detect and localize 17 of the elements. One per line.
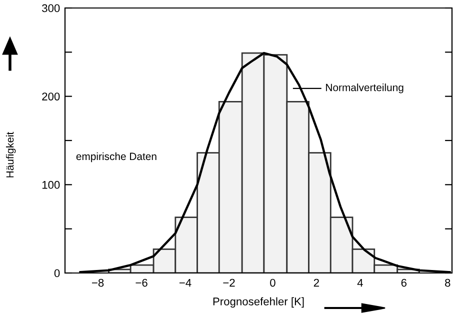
x-tick-label: 8 <box>445 278 450 287</box>
y-axis-title: Häufigkeit <box>6 132 16 178</box>
y-tick-label: 200 <box>42 92 60 100</box>
x-tick-label: 2 <box>314 278 319 287</box>
y-tick-label: 300 <box>42 4 60 12</box>
x-tick-label: −6 <box>136 278 148 287</box>
annotation: Normalverteilung <box>326 84 404 94</box>
x-tick-label: 6 <box>401 278 406 287</box>
x-tick-label: −2 <box>223 278 235 287</box>
y-tick-label: 100 <box>42 180 60 189</box>
x-axis-title: Prognosefehler [K] <box>213 297 304 308</box>
annotation: empirische Daten <box>76 152 156 162</box>
x-tick-label: −4 <box>179 278 192 287</box>
y-tick-label: 0 <box>54 269 60 278</box>
x-tick-label: 0 <box>270 278 276 287</box>
x-tick-label: 4 <box>357 278 363 287</box>
x-tick-label: −8 <box>92 278 104 287</box>
